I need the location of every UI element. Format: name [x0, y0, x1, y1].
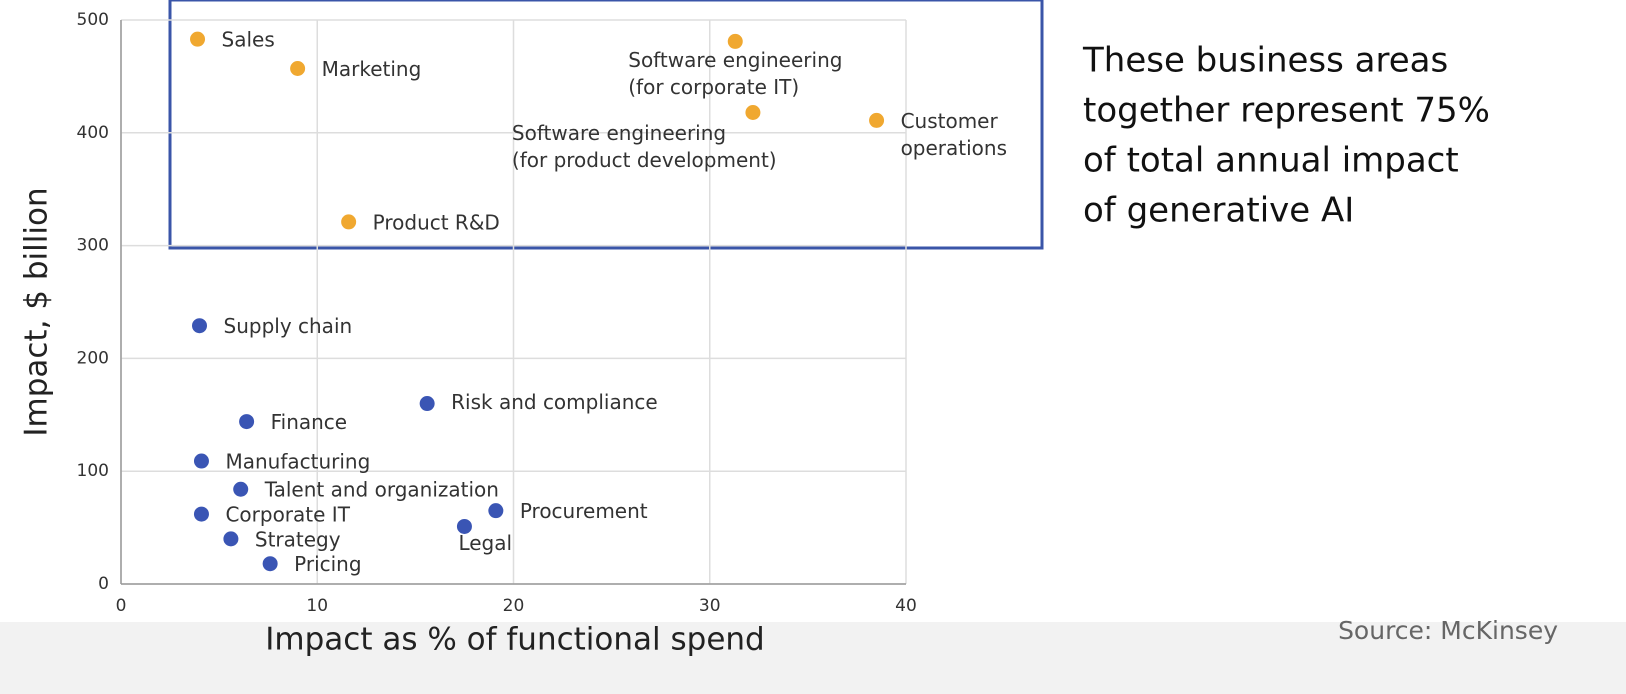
point-label: Legal: [458, 531, 512, 555]
point: [239, 414, 255, 430]
point-label: operations: [901, 136, 1007, 160]
point-label: Talent and organization: [264, 478, 499, 502]
point-label: Pricing: [294, 552, 361, 576]
point: [262, 556, 278, 572]
y-tick-label: 0: [98, 574, 109, 594]
annotation-line: together represent 75%: [1083, 91, 1490, 131]
annotation-line: of generative AI: [1083, 191, 1354, 231]
point: [869, 112, 885, 128]
point: [223, 531, 239, 547]
point: [192, 318, 207, 334]
x-tick-label: 40: [895, 596, 917, 616]
point-label: Product R&D: [373, 210, 500, 234]
x-tick-label: 30: [699, 596, 721, 616]
point-label: Software engineering: [512, 121, 726, 145]
point-label: Supply chain: [224, 314, 353, 338]
point-label: Sales: [222, 28, 275, 52]
y-tick-label: 400: [77, 123, 109, 143]
point: [233, 481, 249, 497]
y-tick-label: 300: [77, 236, 109, 256]
point-label: Procurement: [520, 499, 648, 523]
highlight-box: [168, 0, 1044, 250]
point-label: (for corporate IT): [628, 75, 799, 99]
point-label: Corporate IT: [225, 503, 350, 527]
annotation-line: of total annual impact: [1083, 141, 1459, 181]
point-label: Strategy: [255, 527, 341, 551]
point: [488, 503, 504, 519]
point: [190, 31, 206, 47]
point: [419, 396, 435, 412]
x-axis-label: Impact as % of functional spend: [265, 622, 764, 658]
source: Source: McKinsey: [1338, 616, 1558, 645]
x-tick-label: 0: [116, 596, 127, 616]
footer-band: [0, 622, 1626, 694]
annotation: These business areas together represent 7…: [1082, 41, 1490, 231]
point-label: Customer: [901, 109, 999, 133]
point-label: Finance: [271, 410, 348, 434]
point: [727, 33, 743, 49]
point: [456, 518, 472, 534]
point-label: (for product development): [512, 148, 777, 172]
point-label: Manufacturing: [225, 450, 370, 474]
point: [290, 61, 306, 77]
annotation-line: These business areas: [1082, 41, 1448, 81]
point-label: Software engineering: [628, 48, 842, 72]
point: [341, 214, 357, 230]
y-tick-label: 200: [77, 348, 109, 368]
y-tick-label: 100: [77, 461, 109, 481]
point: [745, 104, 761, 120]
x-tick-label: 20: [503, 596, 525, 616]
point: [193, 506, 209, 522]
y-tick-label: 500: [77, 10, 109, 30]
x-tick-label: 10: [306, 596, 328, 616]
point-label: Marketing: [322, 57, 422, 81]
point-label: Risk and compliance: [451, 390, 658, 414]
point: [193, 453, 209, 469]
y-axis-label: Impact, $ billion: [19, 187, 55, 436]
